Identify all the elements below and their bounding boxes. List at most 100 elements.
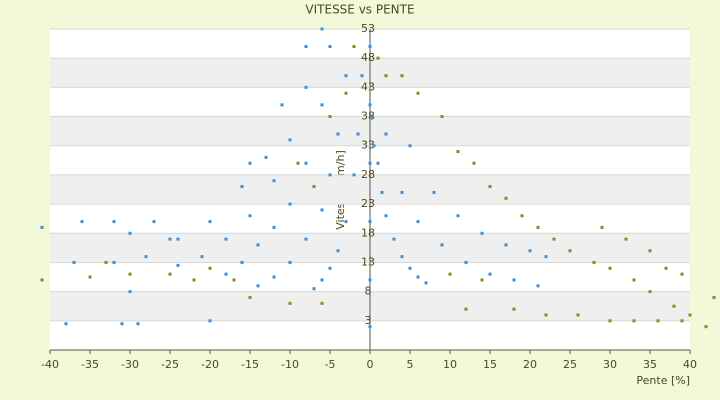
- point: [448, 272, 452, 276]
- x-tick-label: 30: [603, 358, 617, 371]
- point: [288, 301, 292, 305]
- point: [328, 45, 332, 49]
- y-tick-label: 48: [361, 51, 375, 64]
- point: [80, 220, 84, 224]
- point: [608, 266, 612, 270]
- point: [432, 190, 436, 194]
- point: [136, 322, 140, 326]
- y-tick-label: 8: [365, 285, 372, 298]
- point: [632, 278, 636, 282]
- point: [520, 214, 524, 218]
- point: [648, 290, 652, 294]
- point: [304, 237, 308, 241]
- point: [600, 225, 604, 229]
- point: [456, 150, 460, 154]
- point: [370, 115, 374, 119]
- point: [224, 237, 228, 241]
- point: [152, 220, 156, 224]
- point: [712, 295, 716, 299]
- point: [296, 161, 300, 165]
- point: [400, 74, 404, 78]
- point: [472, 161, 476, 165]
- point: [544, 313, 548, 317]
- point: [360, 74, 364, 78]
- point: [328, 115, 332, 119]
- point: [248, 161, 252, 165]
- point: [672, 304, 676, 308]
- point: [380, 190, 384, 194]
- x-tick-label: -25: [161, 358, 179, 371]
- point: [704, 325, 708, 329]
- point: [328, 173, 332, 177]
- point: [336, 132, 340, 136]
- point: [240, 185, 244, 189]
- point: [528, 249, 532, 253]
- point: [88, 275, 92, 279]
- point: [488, 185, 492, 189]
- point: [368, 161, 372, 165]
- point: [512, 278, 516, 282]
- point: [208, 266, 212, 270]
- point: [416, 91, 420, 95]
- point: [288, 260, 292, 264]
- point: [632, 319, 636, 323]
- point: [64, 322, 68, 326]
- point: [120, 322, 124, 326]
- point: [336, 249, 340, 253]
- point: [356, 132, 360, 136]
- point: [256, 284, 260, 288]
- point: [176, 263, 180, 267]
- point: [200, 255, 204, 259]
- point: [368, 45, 372, 49]
- point: [440, 115, 444, 119]
- point: [368, 103, 372, 107]
- point: [440, 243, 444, 247]
- point: [320, 103, 324, 107]
- point: [320, 301, 324, 305]
- point: [344, 91, 348, 95]
- point: [376, 56, 380, 60]
- x-tick-label: 20: [523, 358, 537, 371]
- point: [344, 220, 348, 224]
- point: [280, 103, 284, 107]
- x-axis-label: Pente [%]: [636, 374, 690, 387]
- point: [256, 243, 260, 247]
- y-tick-label: 28: [361, 168, 375, 181]
- point: [400, 255, 404, 259]
- point: [664, 266, 668, 270]
- point: [408, 144, 412, 148]
- point: [328, 266, 332, 270]
- x-tick-label: -20: [201, 358, 219, 371]
- point: [272, 179, 276, 183]
- point: [344, 74, 348, 78]
- point: [576, 313, 580, 317]
- point: [408, 266, 412, 270]
- point: [320, 208, 324, 212]
- point: [168, 237, 172, 241]
- point: [480, 231, 484, 235]
- point: [384, 214, 388, 218]
- point: [128, 272, 132, 276]
- point: [504, 243, 508, 247]
- x-tick-label: -15: [241, 358, 259, 371]
- y-tick-label: 3: [365, 314, 372, 327]
- point: [512, 307, 516, 311]
- point: [112, 260, 116, 264]
- point: [680, 272, 684, 276]
- x-tick-label: -10: [281, 358, 299, 371]
- chart-title: VITESSE vs PENTE: [305, 3, 414, 17]
- y-tick-label: 18: [361, 226, 375, 239]
- point: [248, 214, 252, 218]
- point: [144, 255, 148, 259]
- point: [368, 220, 372, 224]
- x-tick-label: -40: [41, 358, 59, 371]
- point: [312, 287, 316, 291]
- y-tick-label: 23: [361, 197, 375, 210]
- point: [208, 319, 212, 323]
- x-tick-label: 10: [443, 358, 457, 371]
- point: [72, 260, 76, 264]
- point: [680, 319, 684, 323]
- point: [232, 278, 236, 282]
- point: [104, 260, 108, 264]
